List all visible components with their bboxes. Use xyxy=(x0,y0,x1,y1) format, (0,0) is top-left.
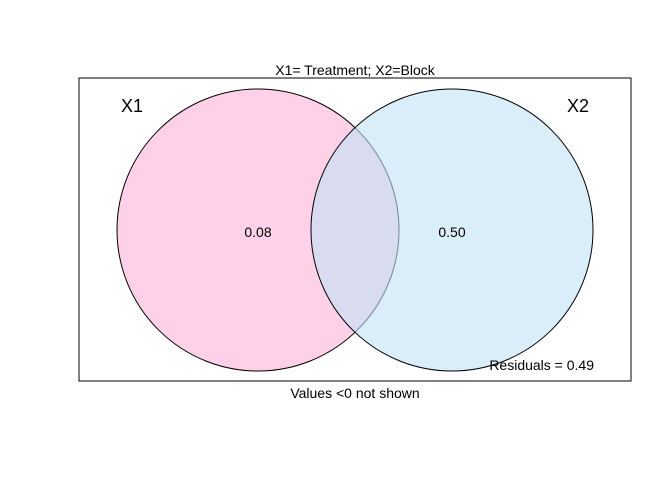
x1-only-value: 0.08 xyxy=(244,224,271,240)
residuals-label: Residuals = 0.49 xyxy=(489,357,594,373)
set-x2-label: X2 xyxy=(567,96,589,116)
x2-only-value: 0.50 xyxy=(438,224,465,240)
set-x1-label: X1 xyxy=(121,96,143,116)
plot-frame xyxy=(78,77,632,382)
diagram-title: X1= Treatment; X2=Block xyxy=(275,62,436,78)
footer-note: Values <0 not shown xyxy=(290,385,419,401)
set-x2-circle xyxy=(310,88,594,372)
